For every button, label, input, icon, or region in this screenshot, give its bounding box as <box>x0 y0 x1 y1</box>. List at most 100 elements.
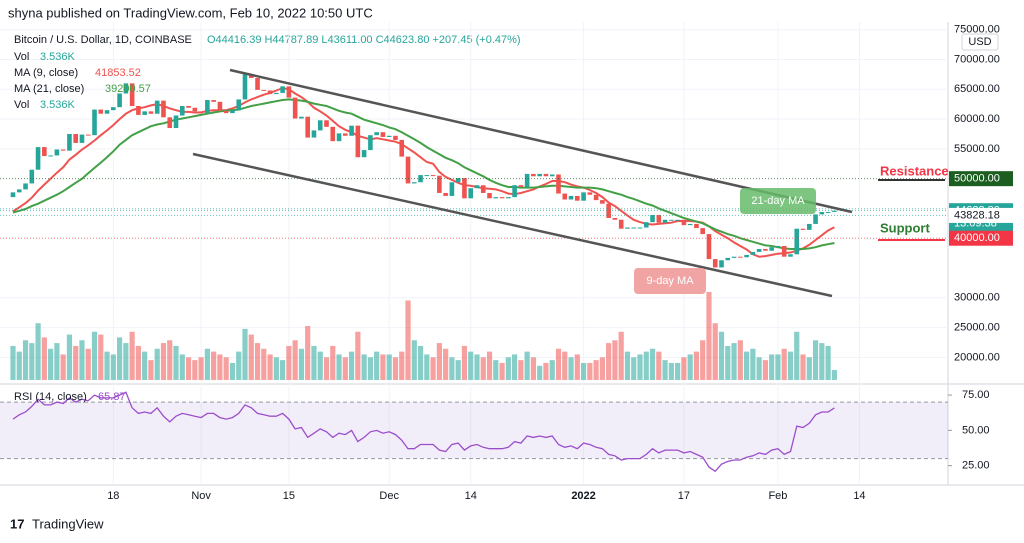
volume-bar <box>461 345 468 380</box>
x-tick-label: Nov <box>191 490 211 502</box>
volume-bar <box>22 340 29 380</box>
volume-bar <box>668 362 674 380</box>
volume-bar <box>41 337 47 380</box>
candle <box>48 155 53 157</box>
candle <box>462 178 467 199</box>
volume-bar <box>179 354 185 380</box>
volume-bar <box>737 340 743 380</box>
volume-bar <box>825 345 831 380</box>
candle <box>179 105 185 116</box>
candle <box>518 185 524 188</box>
candle <box>343 133 348 136</box>
legend-label: MA (9, close) <box>14 67 78 79</box>
volume-bar <box>624 351 631 380</box>
plot <box>0 22 948 485</box>
volume-bar <box>806 357 812 380</box>
candle <box>443 192 448 196</box>
candle <box>67 133 72 151</box>
candle <box>198 111 204 114</box>
x-tick-label: 2022 <box>571 490 595 502</box>
candle <box>449 182 455 196</box>
volume-bar <box>512 354 518 380</box>
chart-title: Bitcoin / U.S. Dollar, 1D, COINBASE <box>14 34 192 46</box>
candle <box>832 210 837 212</box>
x-tick-label: 17 <box>678 490 690 502</box>
candle <box>123 83 129 94</box>
volume-bar <box>775 354 781 380</box>
volume-bar <box>505 357 511 380</box>
candle <box>248 74 254 78</box>
candle <box>29 169 35 184</box>
candle <box>405 156 411 184</box>
volume-bar <box>417 345 424 380</box>
volume-bar <box>192 360 198 380</box>
y-tick-label: 75000.00 <box>954 24 1000 36</box>
volume-bar <box>110 354 116 380</box>
volume-bar <box>292 340 298 380</box>
volume-bar <box>361 354 367 380</box>
volume-bar <box>756 357 762 380</box>
rsi-tick-label: 50.00 <box>962 424 990 436</box>
volume-bar <box>831 369 837 380</box>
candle <box>142 111 147 115</box>
candle <box>148 111 154 114</box>
candle <box>42 147 47 157</box>
rsi-line <box>12 391 835 473</box>
candle <box>750 251 756 255</box>
candle <box>274 92 279 95</box>
volume-bar <box>486 351 493 380</box>
candle <box>355 125 361 158</box>
candle <box>568 195 574 200</box>
logo: 17 <box>10 516 24 531</box>
candle <box>336 133 342 142</box>
candle <box>731 256 737 258</box>
candle <box>562 193 568 200</box>
candle <box>374 132 379 136</box>
y-tick-label: 65000.00 <box>954 83 1000 95</box>
candle <box>60 149 66 151</box>
volume-bar <box>449 357 455 380</box>
volume-bar <box>762 360 768 380</box>
volume-bar <box>819 343 825 380</box>
volume-bar <box>474 354 480 380</box>
volume-bar <box>286 345 292 380</box>
volume-bar <box>687 354 693 380</box>
volume-bar <box>537 365 543 380</box>
candle <box>825 212 831 214</box>
volume-bar <box>800 354 806 380</box>
volume-bar <box>675 362 681 380</box>
volume-bar <box>580 362 587 380</box>
legend-label: MA (21, close) <box>14 83 84 95</box>
price-label: 40000.00 <box>954 232 1000 244</box>
candle <box>763 248 768 251</box>
candle <box>211 100 216 102</box>
candle <box>380 132 386 137</box>
volume-bar <box>311 345 317 380</box>
volume-bar <box>386 354 392 380</box>
volume-bar <box>643 351 649 380</box>
candle <box>217 101 223 111</box>
candle <box>54 149 60 156</box>
candle <box>819 212 825 215</box>
candle <box>687 223 693 226</box>
volume-bar <box>530 357 537 380</box>
volume-bar <box>280 360 286 380</box>
candle <box>474 185 480 189</box>
candle <box>675 219 680 221</box>
volume-bar <box>794 331 800 380</box>
volume-bar <box>142 351 148 380</box>
x-tick-label: 15 <box>283 490 295 502</box>
volume-bar <box>637 354 643 380</box>
volume-bar <box>549 360 555 380</box>
candle <box>531 173 536 177</box>
ma9-callout <box>634 268 706 294</box>
candle <box>292 97 298 119</box>
candle <box>167 117 173 129</box>
volume-bar <box>562 351 568 380</box>
volume-bar <box>693 351 700 380</box>
volume-bar <box>248 334 254 380</box>
volume-bar <box>223 357 229 380</box>
volume-bar <box>242 328 248 380</box>
volume-bar <box>135 345 141 380</box>
volume-bar <box>16 351 22 380</box>
